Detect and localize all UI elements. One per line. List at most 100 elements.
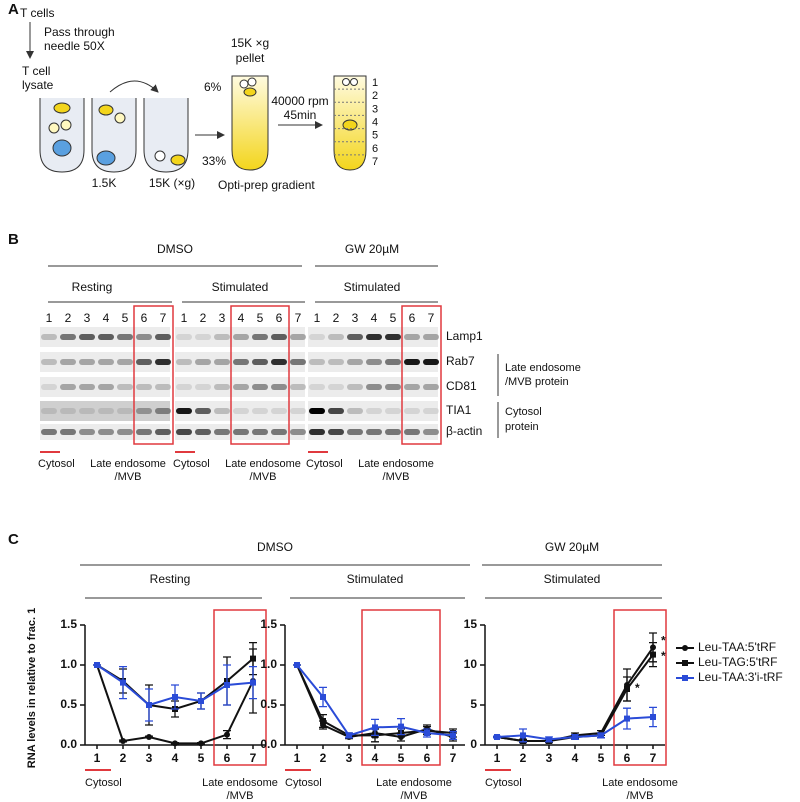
fraction-number: 6 (372, 143, 378, 155)
band (214, 384, 230, 390)
band (271, 359, 287, 365)
text: T cells (20, 6, 54, 20)
band (385, 408, 401, 414)
x-tick-label: 1 (94, 751, 101, 765)
annotation: * (635, 681, 640, 695)
point (346, 732, 352, 739)
lane-number: 7 (295, 311, 302, 325)
band (136, 359, 152, 365)
group-label: /MVB protein (505, 376, 569, 388)
band (290, 429, 306, 435)
blot-row (308, 377, 438, 397)
point (650, 651, 656, 658)
tubes (39, 80, 189, 173)
point (224, 682, 230, 688)
lane-number: 2 (65, 311, 72, 325)
panel-b: B DMSO GW 20µM Resting Stimulated Stimul… (8, 231, 581, 438)
band (155, 359, 171, 365)
band (41, 334, 57, 340)
band (98, 408, 114, 414)
y-tick-label: 1.5 (260, 617, 277, 631)
gradient-tube (231, 75, 269, 171)
band (117, 429, 133, 435)
y-tick-label: 0.5 (60, 697, 77, 711)
point (198, 698, 204, 704)
band (423, 408, 439, 414)
band (290, 408, 306, 414)
condition: Resting (72, 280, 113, 294)
band (41, 429, 57, 435)
highlight-box (613, 609, 667, 766)
band (385, 359, 401, 365)
band (176, 429, 192, 435)
group-label: Cytosol (505, 406, 542, 418)
point (546, 736, 552, 743)
band (233, 334, 249, 340)
x-tick-label: 2 (320, 751, 327, 765)
group-label: protein (505, 421, 539, 433)
band (136, 429, 152, 435)
protein-label: Lamp1 (446, 329, 483, 343)
condition: Resting (150, 572, 191, 586)
band (155, 334, 171, 340)
fraction-number: 2 (372, 90, 378, 102)
band (366, 384, 382, 390)
late-label: /MVB (627, 790, 654, 802)
panel-c: C DMSO GW 20µM Resting Stimulated Stimul… (8, 531, 662, 768)
point (250, 655, 256, 662)
band (328, 429, 344, 435)
x-tick-label: 1 (494, 751, 501, 765)
blot-row (308, 352, 438, 372)
band (79, 359, 95, 365)
point (494, 734, 500, 740)
blot-row (40, 401, 170, 421)
legend-label: Leu-TAA:3'i-tRF (698, 670, 783, 684)
band (366, 359, 382, 365)
legend-label: Leu-TAG:5'tRF (698, 655, 777, 669)
band (60, 334, 76, 340)
band (233, 408, 249, 414)
band (290, 334, 306, 340)
text: 45min (284, 108, 317, 122)
band (214, 429, 230, 435)
band (366, 334, 382, 340)
band (271, 429, 287, 435)
point (294, 662, 300, 668)
fraction-number: 1 (372, 77, 378, 89)
band (347, 429, 363, 435)
highlight-box (401, 305, 442, 445)
band (155, 384, 171, 390)
lane-number: 3 (219, 311, 226, 325)
x-tick-label: 5 (398, 751, 405, 765)
band (60, 408, 76, 414)
text: 1.5K (92, 176, 117, 190)
point (398, 723, 404, 730)
group-label: Late endosome (505, 362, 581, 374)
panel-a: A T cells Pass through needle 50X T cell… (8, 1, 367, 192)
point (650, 714, 656, 720)
blot-row (40, 377, 170, 397)
panel-label: C (8, 531, 19, 548)
band (347, 408, 363, 414)
late-label: Late endosome (90, 458, 166, 470)
protein-label: CD81 (446, 379, 477, 393)
band (41, 408, 57, 414)
late-label: /MVB (115, 471, 142, 483)
highlight-box (133, 305, 174, 445)
point (320, 694, 326, 700)
y-tick-label: 0.5 (260, 697, 277, 711)
band (404, 429, 420, 435)
band (252, 359, 268, 365)
x-tick-label: 6 (224, 751, 231, 765)
band (79, 334, 95, 340)
y-tick-label: 1.0 (60, 657, 77, 671)
band (252, 408, 268, 414)
band (79, 408, 95, 414)
late-label: /MVB (227, 790, 254, 802)
panel-label: A (8, 1, 19, 18)
late-label: Late endosome (376, 777, 452, 789)
legend-marker (682, 675, 688, 681)
x-tick-label: 2 (520, 751, 527, 765)
late-label: Late endosome (602, 777, 678, 789)
protein-label: β-actin (446, 424, 482, 438)
